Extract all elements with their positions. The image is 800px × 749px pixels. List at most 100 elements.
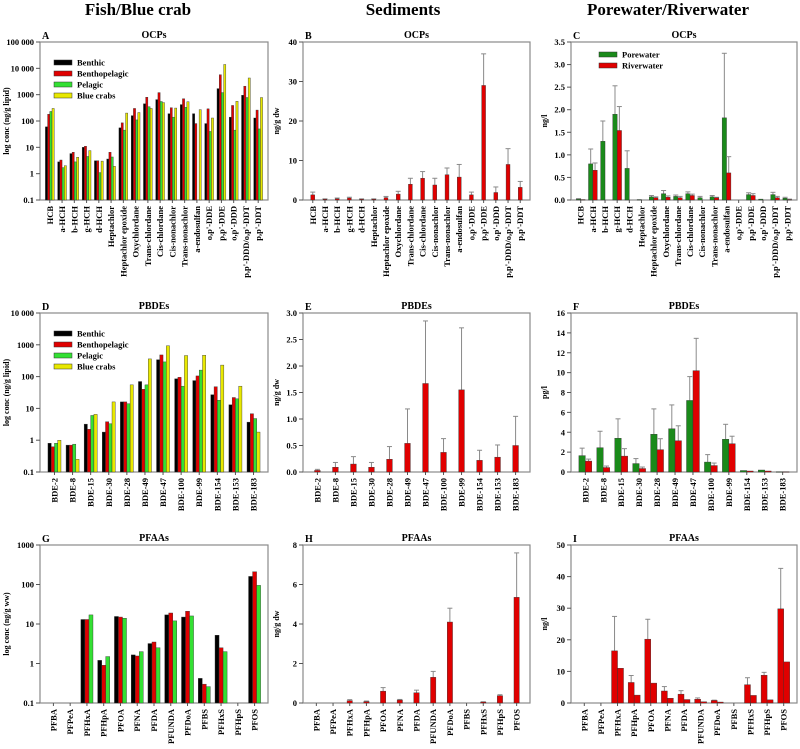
- x-tick-label: PFHpS: [233, 709, 243, 736]
- bar-pelagic: [72, 443, 77, 473]
- panel-title: PFAAs: [139, 533, 169, 544]
- bar-benthopelagic: [213, 386, 218, 473]
- bar-benthopelagic: [231, 105, 234, 201]
- x-tick-label: PFNA: [395, 708, 405, 732]
- bar-pelagic: [135, 119, 139, 201]
- bar-riverwater: [585, 460, 593, 473]
- bar-porewater: [758, 198, 764, 201]
- x-tick-label: PFBS: [462, 709, 472, 730]
- x-tick-label: p,p'-DDE: [479, 206, 489, 241]
- bar-benthic: [147, 643, 153, 704]
- bar-benthopelagic: [69, 444, 73, 473]
- plot-frame: [302, 312, 531, 473]
- bar-benthic: [246, 421, 251, 473]
- y-tick-label: 10: [289, 156, 298, 166]
- bar-series-1: [627, 682, 635, 704]
- legend-label: Blue crabs: [77, 362, 116, 372]
- y-tick-label: 0.0: [554, 195, 565, 205]
- plot-frame: [570, 41, 798, 201]
- y-tick-label: 8: [293, 540, 297, 550]
- bar-porewater: [596, 447, 604, 473]
- bar-blue-crabs: [198, 109, 202, 201]
- bar-porewater: [624, 168, 630, 201]
- panel-i: PFAAs I 0 10 20 30 40 50 ng/l PFBA PFPeA PFHxA PFHpA…: [540, 533, 798, 744]
- bar-sediments: [368, 467, 375, 473]
- bar-blue-crabs: [184, 355, 188, 473]
- plot-frame: [39, 312, 269, 473]
- bar-benthopelagic: [252, 571, 257, 704]
- panel-a: OCPs A 0.1 1 10 100 1000 10 000 100 000 log conc …: [2, 30, 269, 278]
- x-tick-label: o,p'-DDD: [758, 206, 768, 241]
- panel-letter: B: [305, 31, 312, 42]
- bar-series-1: [744, 684, 751, 704]
- bar-benthic: [57, 161, 61, 201]
- x-tick-label: a-endosulfan: [192, 206, 202, 253]
- y-tick-label: 100: [21, 116, 34, 126]
- bar-blue-crabs: [93, 414, 98, 473]
- y-tick-label: 4: [561, 427, 566, 437]
- bar-series-1: [677, 693, 685, 704]
- bar-benthopelagic: [185, 611, 190, 704]
- x-tick-label: g-HCH: [82, 206, 92, 233]
- x-tick-label: PFUNDA: [428, 708, 438, 744]
- x-tick-label: BDE-183: [778, 478, 788, 511]
- bar-benthic: [118, 127, 122, 201]
- y-tick-label: 12: [557, 348, 566, 358]
- bar-benthopelagic: [151, 641, 157, 704]
- x-tick-label: d-HCH: [357, 206, 367, 233]
- bar-benthic: [164, 614, 169, 704]
- bar-porewater: [661, 193, 666, 201]
- y-tick-label: 1000: [17, 90, 34, 100]
- legend-label: Pelagic: [77, 351, 103, 361]
- column-header-fish: Fish/Blue crab: [84, 0, 192, 19]
- bar-sediments: [371, 199, 376, 201]
- x-tick-label: BDE-100: [439, 478, 449, 511]
- bar-blue-crabs: [238, 385, 243, 473]
- bar-sediments: [430, 677, 437, 704]
- x-tick-label: PFOS: [512, 709, 522, 731]
- x-tick-label: BDE-99: [457, 478, 467, 507]
- bar-series-1: [711, 700, 718, 704]
- x-tick-label: HCB: [576, 206, 586, 225]
- bar-series-2: [783, 661, 790, 704]
- bar-sediments: [347, 197, 352, 201]
- y-tick-label: 1.5: [554, 127, 565, 137]
- x-tick-label: BDE-100: [176, 478, 186, 511]
- bar-riverwater: [746, 470, 754, 473]
- bar-blue-crabs: [88, 150, 92, 201]
- bar-pelagic: [144, 384, 149, 473]
- panel-title: PBDEs: [669, 301, 700, 312]
- bar-blue-crabs: [148, 358, 152, 473]
- bar-benthic: [130, 115, 134, 201]
- legend-swatch: [53, 59, 73, 66]
- x-tick-label: p,p'-DDT: [782, 206, 792, 241]
- panel-letter: C: [573, 31, 580, 42]
- y-tick-label: 3.0: [554, 60, 565, 70]
- panel-d: PBDEs D 0.1 1 10 100 1000 10 000 log conc (ng/g …: [2, 301, 269, 511]
- y-axis-label: ng/g dw: [272, 107, 281, 134]
- y-axis-label: log conc (ng/g lipid): [2, 87, 11, 155]
- bar-blue-crabs: [166, 345, 170, 473]
- bar-sediments: [494, 456, 501, 473]
- bar-sediments: [350, 463, 357, 473]
- bar-benthopelagic: [231, 397, 236, 473]
- legend-swatch: [598, 62, 618, 69]
- panel-f: PBDEs F 0 2 4 6 8 10 12 14 16 pg/l BDE-2 BDE-8 BDE-15 B…: [540, 301, 798, 511]
- x-tick-label: d-HCH: [624, 206, 634, 233]
- y-tick-label: 16: [557, 308, 566, 318]
- bar-benthic: [229, 116, 232, 201]
- bar-sediments: [505, 164, 511, 201]
- x-tick-label: BDE-99: [194, 478, 204, 507]
- y-tick-label: 0: [293, 195, 297, 205]
- y-tick-label: 40: [557, 572, 566, 582]
- bar-blue-crabs: [137, 112, 141, 201]
- bar-sediments: [518, 187, 523, 201]
- x-tick-label: p,p'-DDE: [216, 206, 226, 241]
- legend-label: Benthopelagic: [77, 69, 129, 79]
- x-tick-label: BDE-99: [724, 478, 734, 507]
- bar-benthopelagic: [71, 152, 75, 201]
- bar-benthic: [156, 359, 160, 473]
- x-tick-label: p,p'-DDT: [515, 206, 525, 241]
